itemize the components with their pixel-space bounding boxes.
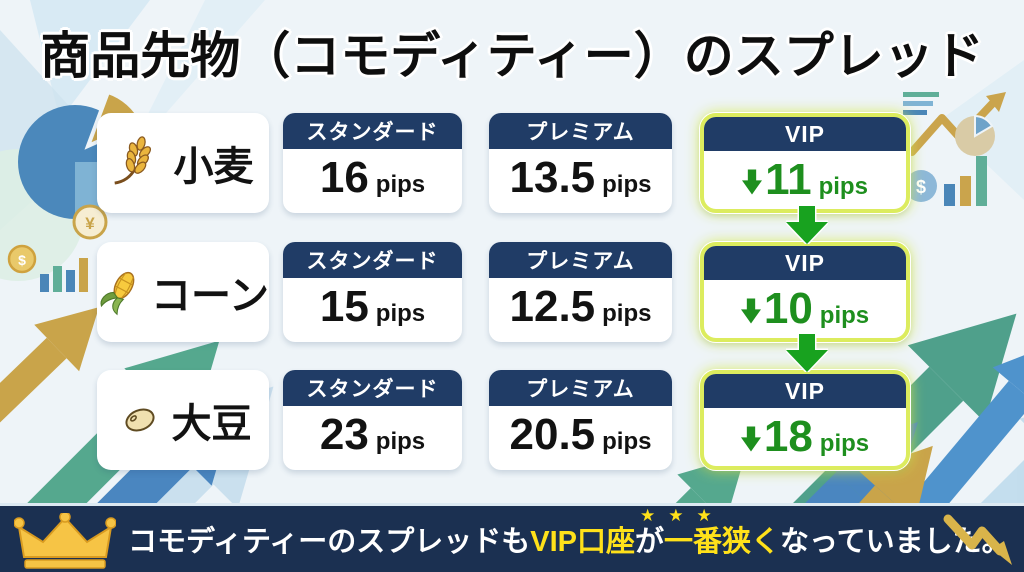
- spread-number: 23: [319, 410, 369, 459]
- commodity-name: コーン: [151, 274, 269, 318]
- stars-decoration: ★ ★ ★: [640, 506, 725, 526]
- spread-unit: pips: [819, 302, 870, 329]
- vip-value: 11 pips: [704, 151, 906, 209]
- spread-number: 16: [319, 153, 369, 202]
- bar-chart-icon: [40, 258, 88, 292]
- vip-header: VIP: [704, 374, 906, 408]
- standard-card-corn: スタンダード 15 pips: [283, 242, 462, 342]
- star-icon: ★: [696, 506, 712, 525]
- corn-icon: [100, 271, 135, 316]
- spread-number: 20.5: [509, 410, 596, 459]
- spread-number: 13.5: [509, 153, 596, 202]
- yen-coin-icon: ¥: [72, 204, 108, 240]
- vip-card-soybean: VIP 18 pips: [700, 370, 910, 470]
- footer-banner: ★ ★ ★ コモディティーのスプレッドも VIP口座が一番狭く なっていました。: [0, 503, 1024, 572]
- standard-header: スタンダード: [283, 113, 462, 149]
- commodity-name: 小麦: [173, 145, 254, 189]
- standard-card-wheat: スタンダード 16 pips: [283, 113, 462, 213]
- down-arrow-icon: [740, 426, 761, 452]
- spread-unit: pips: [818, 173, 868, 200]
- commodity-label-soybean: 大豆: [97, 370, 269, 470]
- down-arrow-icon: [742, 169, 763, 195]
- dollar-coin-blue-icon: $: [905, 170, 937, 202]
- list-lines-icon: [903, 92, 939, 115]
- premium-value: 12.5 pips: [489, 278, 672, 342]
- footer-text-highlight-vip: VIP口座: [530, 526, 635, 558]
- down-arrow-icon: [740, 298, 761, 324]
- bar-chart-right-icon: [944, 156, 987, 206]
- footer-text-plain: が: [634, 526, 664, 558]
- vip-connector-arrow-icon: [786, 206, 828, 244]
- spread-number: 18: [763, 412, 813, 461]
- vip-header: VIP: [704, 246, 906, 280]
- premium-value: 20.5 pips: [489, 406, 672, 470]
- small-pie-icon: [955, 114, 995, 156]
- standard-header: スタンダード: [283, 242, 462, 278]
- spread-unit: pips: [602, 171, 652, 198]
- standard-card-soybean: スタンダード 23 pips: [283, 370, 462, 470]
- commodity-label-corn: コーン: [97, 242, 269, 342]
- commodity-label-wheat: 小麦: [97, 113, 269, 213]
- spread-unit: pips: [602, 300, 652, 327]
- premium-header: プレミアム: [489, 242, 672, 278]
- dollar-symbol: $: [18, 252, 26, 268]
- premium-header: プレミアム: [489, 370, 672, 406]
- spread-unit: pips: [602, 428, 652, 455]
- vip-value: 10 pips: [704, 280, 906, 338]
- page-title: 商品先物（コモディティー）のスプレッド: [40, 28, 984, 84]
- vip-header: VIP: [704, 117, 906, 151]
- star-icon: ★: [640, 506, 656, 525]
- commodity-row-soybean: 大豆 スタンダード 23 pips プレミアム 20.5 pips VIP 18: [0, 370, 1024, 470]
- vip-card-corn: VIP 10 pips: [700, 242, 910, 342]
- premium-card-corn: プレミアム 12.5 pips: [489, 242, 672, 342]
- spread-number: 10: [763, 284, 813, 333]
- premium-value: 13.5 pips: [489, 149, 672, 213]
- crown-icon: [14, 513, 116, 569]
- premium-header: プレミアム: [489, 113, 672, 149]
- spread-number: 11: [765, 155, 812, 204]
- footer-text-plain: コモディティーのスプレッドも: [128, 526, 531, 558]
- standard-header: スタンダード: [283, 370, 462, 406]
- spread-unit: pips: [375, 300, 426, 327]
- spread-unit: pips: [375, 428, 426, 455]
- soybean-icon: [124, 408, 155, 432]
- spread-unit: pips: [375, 171, 426, 198]
- star-icon: ★: [668, 506, 684, 525]
- standard-value: 23 pips: [283, 406, 462, 470]
- footer-text-highlight-narrow: 一番狭く: [664, 526, 781, 558]
- wheat-icon: [113, 136, 151, 185]
- vip-value: 18 pips: [704, 408, 906, 466]
- standard-value: 16 pips: [283, 149, 462, 213]
- commodity-name: 大豆: [171, 402, 252, 446]
- footer-message: コモディティーのスプレッドも VIP口座が一番狭く なっていました。: [128, 506, 1011, 572]
- spread-number: 15: [319, 282, 369, 331]
- downtrend-arrow-icon: [943, 514, 1012, 565]
- yen-symbol: ¥: [85, 214, 95, 233]
- commodity-row-wheat: 小麦 スタンダード 16 pips プレミアム 13.5 pips VIP 11: [0, 113, 1024, 213]
- premium-card-wheat: プレミアム 13.5 pips: [489, 113, 672, 213]
- dollar-coin-icon: $: [7, 244, 37, 274]
- pale-band: [30, 0, 150, 120]
- vip-card-wheat: VIP 11 pips: [700, 113, 910, 213]
- commodity-row-corn: コーン スタンダード 15 pips プレミアム 12.5 pips VIP 1…: [0, 242, 1024, 342]
- vip-connector-arrow-icon: [786, 334, 828, 372]
- spread-unit: pips: [819, 430, 870, 457]
- spread-number: 12.5: [509, 282, 596, 331]
- premium-card-soybean: プレミアム 20.5 pips: [489, 370, 672, 470]
- dollar-symbol: $: [916, 177, 926, 197]
- standard-value: 15 pips: [283, 278, 462, 342]
